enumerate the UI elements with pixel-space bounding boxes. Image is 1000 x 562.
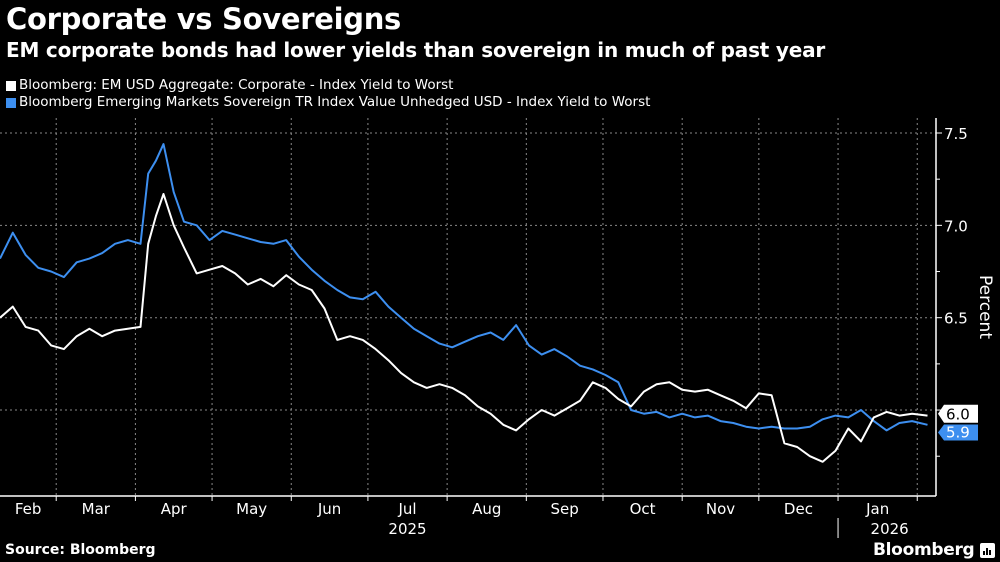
x-tick-label: Jun: [317, 500, 341, 518]
x-tick-label: Jan: [865, 500, 889, 518]
legend-item-corporate: Bloomberg: EM USD Aggregate: Corporate -…: [6, 77, 650, 94]
x-tick-label: Aug: [472, 500, 501, 518]
last-value-text-corporate: 6.0: [946, 406, 970, 424]
legend: Bloomberg: EM USD Aggregate: Corporate -…: [6, 77, 650, 111]
series-line-sovereign: [0, 143, 928, 432]
last-value-labels: 5.96.0: [938, 404, 978, 442]
last-value-text-sovereign: 5.9: [946, 424, 970, 442]
chart-icon: [980, 542, 996, 558]
y-tick-label: 6.5: [944, 310, 968, 328]
bloomberg-logo: Bloomberg: [873, 540, 996, 560]
series-lines: [0, 143, 928, 463]
x-tick-label: Apr: [161, 500, 188, 518]
y-axis-title: Percent: [975, 275, 995, 339]
x-tick-label: Jul: [397, 500, 416, 518]
x-tick-label: May: [236, 500, 267, 518]
x-tick-label: Feb: [15, 500, 42, 518]
x-tick-label: Nov: [706, 500, 735, 518]
y-tick-label: 7.5: [944, 125, 968, 143]
y-tick-label: 7.0: [944, 217, 968, 235]
x-year-label: 2025: [388, 520, 426, 538]
brand-text: Bloomberg: [873, 540, 975, 560]
x-axis-ticks: Feb Mar Apr May Jun Jul Aug Sep Oct Nov Dec Jan 2025…: [15, 496, 918, 538]
x-tick-label: Mar: [82, 500, 111, 518]
x-tick-label: Oct: [630, 500, 656, 518]
legend-swatch-corporate: [6, 80, 16, 91]
gridlines: [0, 118, 936, 496]
x-tick-label: Sep: [551, 500, 579, 518]
last-value-label-corporate: 6.0: [938, 404, 978, 424]
legend-item-sovereign: Bloomberg Emerging Markets Sovereign TR …: [6, 94, 650, 111]
legend-label-sovereign: Bloomberg Emerging Markets Sovereign TR …: [19, 94, 651, 110]
chart-title: Corporate vs Sovereigns: [6, 2, 402, 36]
chart-subtitle: EM corporate bonds had lower yields than…: [6, 38, 826, 62]
axes: [0, 118, 937, 497]
x-year-label: 2026: [871, 520, 909, 538]
x-tick-label: Dec: [784, 500, 813, 518]
source-note: Source: Bloomberg: [5, 542, 156, 558]
last-value-label-sovereign: 5.9: [938, 424, 978, 442]
legend-label-corporate: Bloomberg: EM USD Aggregate: Corporate -…: [19, 77, 454, 93]
series-line-corporate: [0, 193, 928, 463]
legend-swatch-sovereign: [6, 97, 16, 108]
